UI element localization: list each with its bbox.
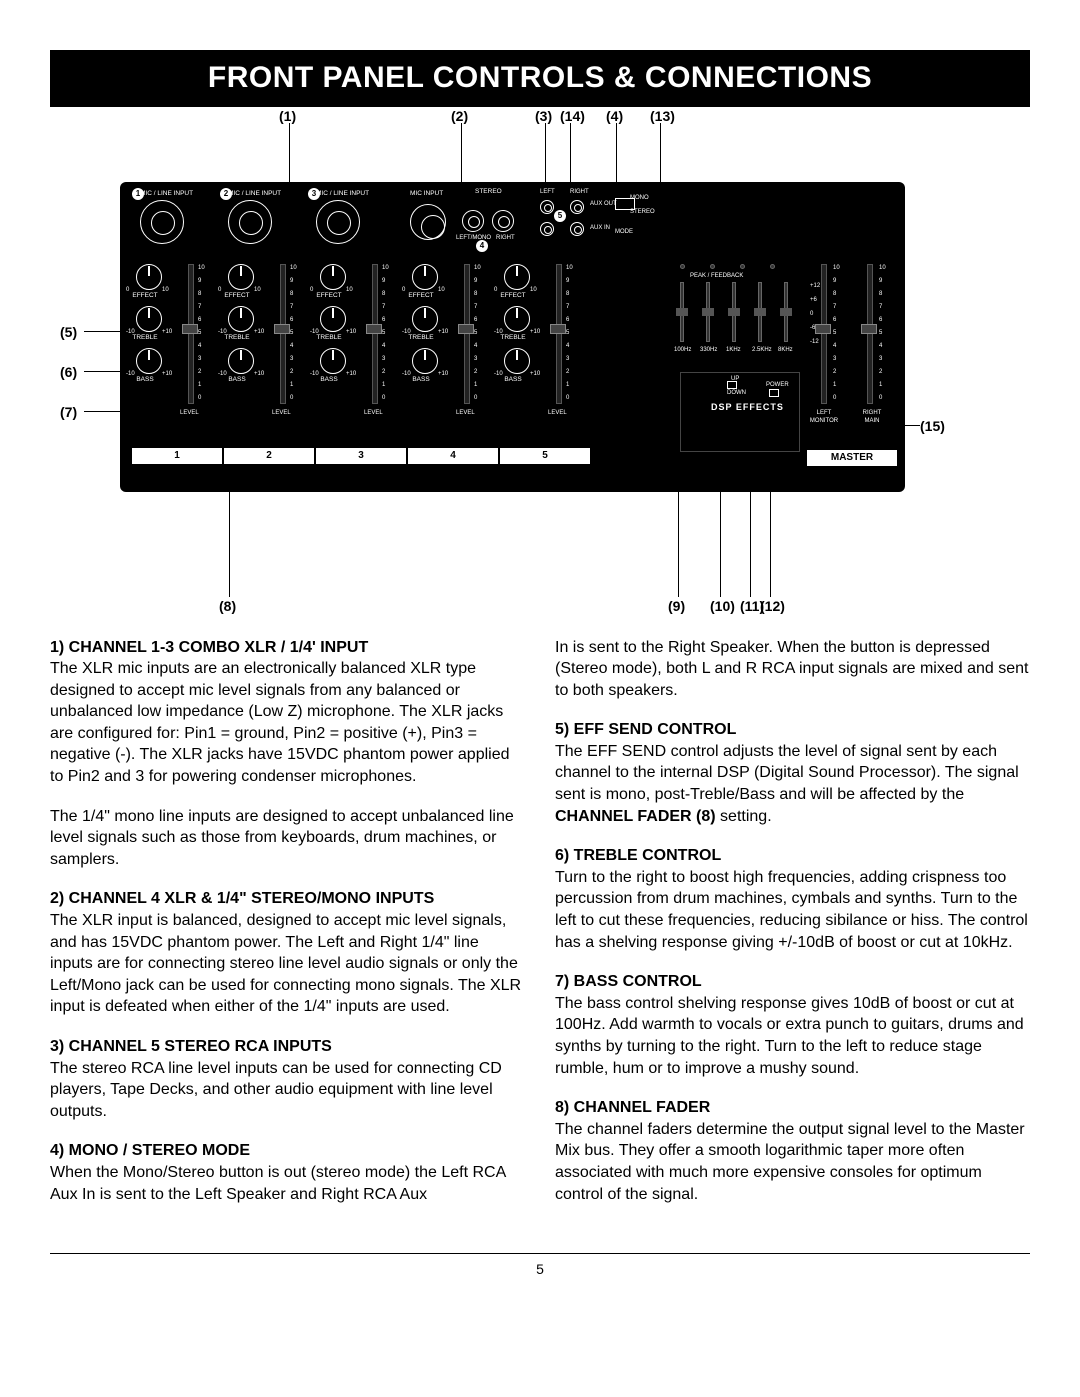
callout-bottom: (10) [710, 597, 735, 616]
mode-label: MODE [615, 228, 633, 236]
description-entry: 4) MONO / STEREO MODEWhen the Mono/Stere… [50, 1140, 525, 1205]
callout-right: (15) [920, 417, 945, 436]
entry-heading: 3) CHANNEL 5 STEREO RCA INPUTS [50, 1036, 525, 1058]
entry-heading: 1) CHANNEL 1-3 COMBO XLR / 1/4' INPUT [50, 637, 525, 659]
channel-strip: EFFECT010TREBLE-10+10BASS-10+10109876543… [408, 264, 498, 464]
callout-top: (1) [279, 107, 296, 126]
description-entry: 8) CHANNEL FADERThe channel faders deter… [555, 1097, 1030, 1205]
page-number: 5 [536, 1261, 544, 1277]
mixer-panel: MIC / LINE INPUT1MIC / LINE INPUT2MIC / … [120, 182, 905, 492]
callout-top: (2) [451, 107, 468, 126]
dsp-down-label: DOWN [727, 389, 746, 397]
description-entry: 7) BASS CONTROLThe bass control shelving… [555, 971, 1030, 1079]
description-entry: In is sent to the Right Speaker. When th… [555, 637, 1030, 702]
callout-top: (13) [650, 107, 675, 126]
ch5-badge: 5 [554, 210, 566, 222]
description-entry: 6) TREBLE CONTROLTurn to the right to bo… [555, 845, 1030, 953]
page-footer: 5 [50, 1253, 1030, 1279]
rca-left-label: LEFT [540, 188, 555, 196]
entry-paragraph: The channel faders determine the output … [555, 1119, 1030, 1205]
callout-bottom: (9) [668, 597, 685, 616]
callout-left: (5) [60, 323, 77, 342]
rca-right-label: RIGHT [570, 188, 589, 196]
entry-paragraph: The XLR mic inputs are an electronically… [50, 658, 525, 788]
entry-heading: 5) EFF SEND CONTROL [555, 719, 1030, 741]
entry-paragraph: Turn to the right to boost high frequenc… [555, 867, 1030, 953]
entry-paragraph: The EFF SEND control adjusts the level o… [555, 741, 1030, 827]
description-entry: 2) CHANNEL 4 XLR & 1/4" STEREO/MONO INPU… [50, 888, 525, 1018]
description-entry: 1) CHANNEL 1-3 COMBO XLR / 1/4' INPUTThe… [50, 637, 525, 871]
entry-heading: 6) TREBLE CONTROL [555, 845, 1030, 867]
description-columns: 1) CHANNEL 1-3 COMBO XLR / 1/4' INPUTThe… [50, 637, 1030, 1224]
entry-paragraph: In is sent to the Right Speaker. When th… [555, 637, 1030, 702]
channel-strip: EFFECT010TREBLE-10+10BASS-10+10109876543… [500, 264, 590, 464]
callout-left: (6) [60, 363, 77, 382]
callout-top: (4) [606, 107, 623, 126]
panel-diagram: (1) (2) (3) (14) (4) (13) (5) (6) (7) (15) (8) (… [50, 107, 1030, 617]
left-column: 1) CHANNEL 1-3 COMBO XLR / 1/4' INPUTThe… [50, 637, 525, 1224]
entry-paragraph: The XLR input is balanced, designed to a… [50, 910, 525, 1018]
entry-heading: 2) CHANNEL 4 XLR & 1/4" STEREO/MONO INPU… [50, 888, 525, 910]
callout-left: (7) [60, 403, 77, 422]
entry-paragraph: The 1/4" mono line inputs are designed t… [50, 806, 525, 871]
callout-bottom: (8) [219, 597, 236, 616]
aux-in-label: AUX IN [590, 224, 610, 232]
entry-paragraph: The stereo RCA line level inputs can be … [50, 1058, 525, 1123]
channel-strip: EFFECT010TREBLE-10+10BASS-10+10109876543… [224, 264, 314, 464]
dsp-power-label: POWER [766, 381, 789, 389]
entry-heading: 4) MONO / STEREO MODE [50, 1140, 525, 1162]
entry-paragraph: When the Mono/Stereo button is out (ster… [50, 1162, 525, 1205]
master-label: MASTER [807, 450, 897, 466]
entry-heading: 8) CHANNEL FADER [555, 1097, 1030, 1119]
right-column: In is sent to the Right Speaker. When th… [555, 637, 1030, 1224]
callout-bottom: (12) [760, 597, 785, 616]
channel-strip: EFFECT010TREBLE-10+10BASS-10+10109876543… [132, 264, 222, 464]
stereo-label: STEREO [475, 188, 502, 197]
entry-heading: 7) BASS CONTROL [555, 971, 1030, 993]
master-section: 109876543210 109876543210 LEFT MONITOR R… [807, 264, 897, 464]
right-label: RIGHT [496, 234, 515, 242]
description-entry: 5) EFF SEND CONTROLThe EFF SEND control … [555, 719, 1030, 827]
channel-strip: EFFECT010TREBLE-10+10BASS-10+10109876543… [316, 264, 406, 464]
left-monitor-label: LEFT MONITOR [809, 409, 839, 425]
description-entry: 3) CHANNEL 5 STEREO RCA INPUTSThe stereo… [50, 1036, 525, 1122]
dsp-effects-label: DSP EFFECTS [711, 401, 784, 413]
page-title: FRONT PANEL CONTROLS & CONNECTIONS [50, 50, 1030, 107]
dsp-effects-box: DSP EFFECTS UP DOWN POWER [680, 372, 800, 452]
callout-top: (14) [560, 107, 585, 126]
entry-paragraph: The bass control shelving response gives… [555, 993, 1030, 1079]
callout-top: (3) [535, 107, 552, 126]
peak-feedback-label: PEAK / FEEDBACK [690, 272, 743, 280]
aux-out-label: AUX OUT [590, 200, 617, 208]
right-main-label: RIGHT MAIN [857, 409, 887, 425]
ch4-badge: 4 [476, 240, 488, 252]
mic-input-label: MIC INPUT [410, 190, 443, 199]
